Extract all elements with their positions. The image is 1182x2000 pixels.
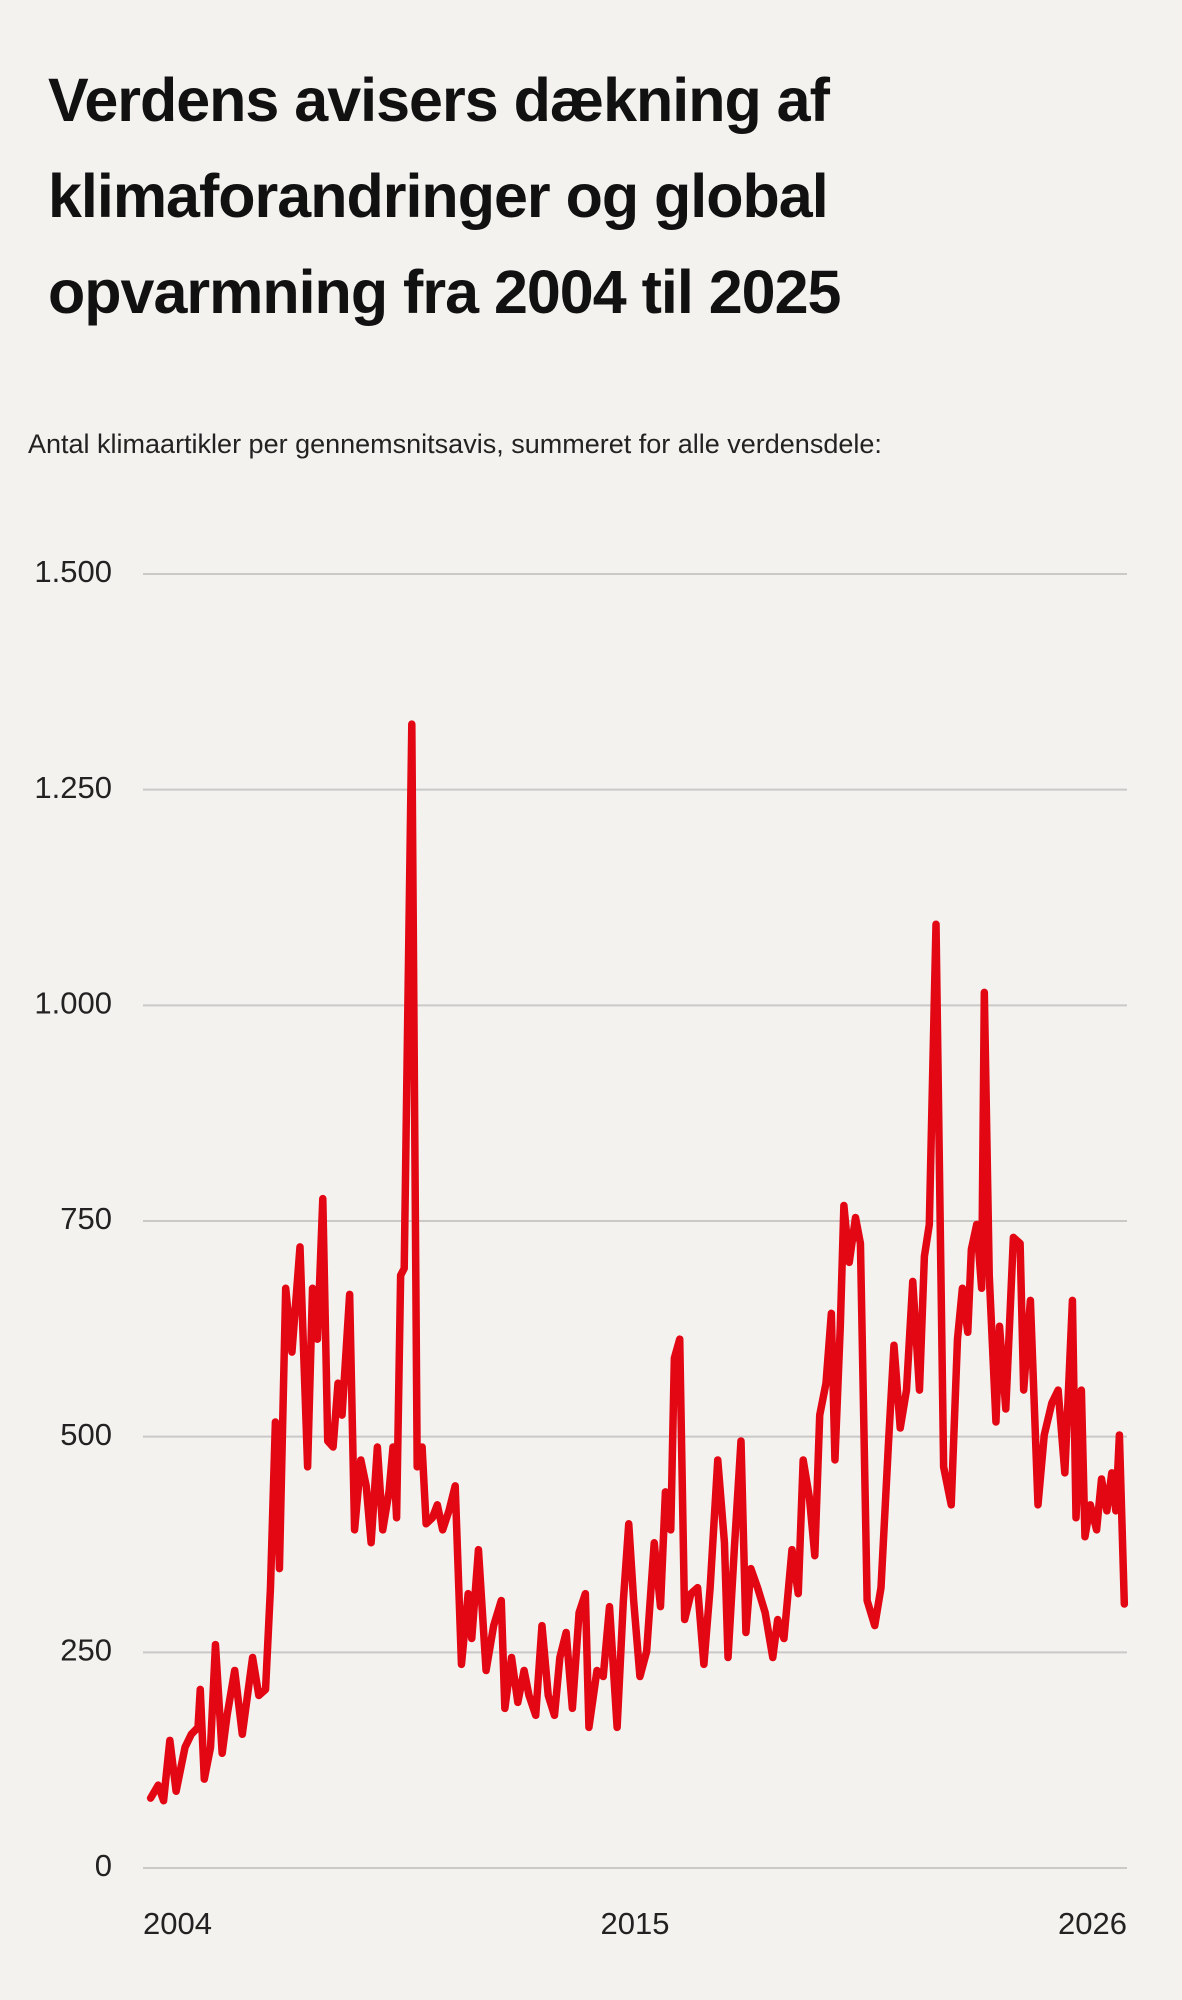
x-tick-label: 2004: [143, 1906, 212, 1941]
y-tick-label: 500: [60, 1417, 112, 1452]
y-tick-label: 0: [95, 1848, 112, 1883]
chart-subtitle: Antal klimaartikler per gennemsnitsavis,…: [28, 429, 882, 459]
x-tick-label: 2015: [601, 1906, 670, 1941]
x-tick-label: 2026: [1058, 1906, 1127, 1941]
chart-title: Verdens avisers dækning af klimaforandri…: [48, 66, 841, 326]
y-tick-label: 1.000: [34, 986, 112, 1021]
y-tick-label: 250: [60, 1633, 112, 1668]
y-tick-label: 750: [60, 1201, 112, 1236]
data-line: [146, 720, 1129, 1805]
y-tick-label: 1.500: [34, 554, 112, 589]
y-tick-label: 1.250: [34, 770, 112, 805]
